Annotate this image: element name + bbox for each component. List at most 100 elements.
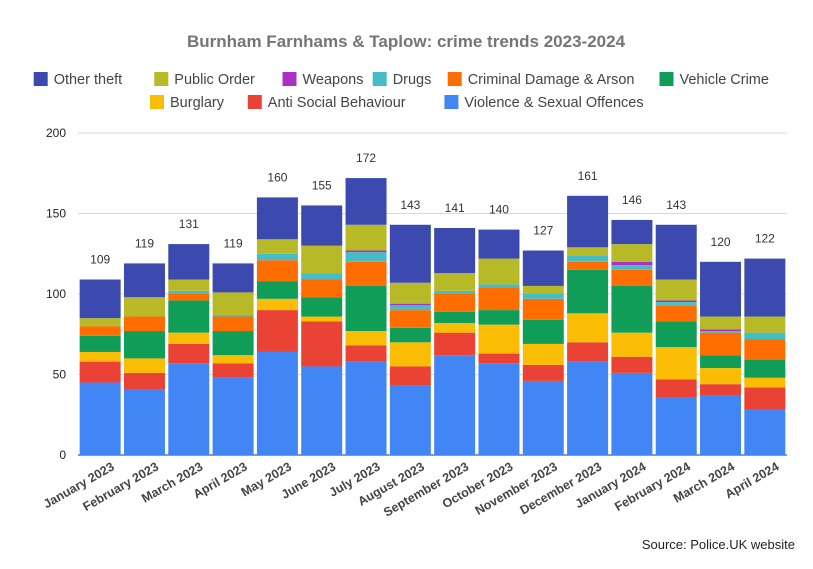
bar-segment-other-theft bbox=[611, 219, 653, 245]
bar-segment-anti-social-behaviour bbox=[522, 364, 564, 381]
bar-segment-burglary bbox=[256, 298, 298, 311]
y-tick-label: 100 bbox=[46, 287, 66, 301]
bar-stack-july-2023 bbox=[345, 178, 387, 455]
bar-segment-public-order bbox=[655, 279, 697, 301]
legend-item-criminal-damage-and-arson: Criminal Damage & Arson bbox=[447, 72, 635, 88]
bar-segment-burglary bbox=[478, 324, 520, 354]
bar-stack-january-2023 bbox=[79, 279, 121, 455]
bar-segment-other-theft bbox=[123, 263, 165, 298]
bar-segment-drugs bbox=[700, 331, 742, 333]
total-label: 119 bbox=[135, 236, 154, 250]
bar-segment-violence-and-sexual-offences bbox=[478, 363, 520, 455]
bar-segment-other-theft bbox=[212, 263, 254, 293]
bar-segment-vehicle-crime bbox=[522, 319, 564, 344]
bar-segment-vehicle-crime bbox=[655, 321, 697, 348]
bar-segment-criminal-damage-and-arson bbox=[700, 332, 742, 356]
bar-segment-burglary bbox=[567, 313, 609, 343]
total-label: 155 bbox=[312, 178, 332, 192]
bar-segment-vehicle-crime bbox=[700, 355, 742, 369]
bar-segment-burglary bbox=[345, 331, 387, 346]
bar-segment-drugs bbox=[168, 290, 210, 294]
bar-segment-criminal-damage-and-arson bbox=[168, 294, 210, 301]
bar-segment-violence-and-sexual-offences bbox=[212, 377, 254, 455]
bar-segment-other-theft bbox=[478, 229, 520, 259]
bar-segment-criminal-damage-and-arson bbox=[567, 261, 609, 270]
bar-segment-anti-social-behaviour bbox=[345, 345, 387, 362]
total-label: 140 bbox=[489, 203, 509, 217]
legend-label: Burglary bbox=[170, 95, 225, 111]
bar-stack-february-2024 bbox=[655, 224, 697, 455]
bar-segment-anti-social-behaviour bbox=[744, 387, 786, 410]
bar-segment-other-theft bbox=[345, 178, 387, 225]
bar-stack-april-2023 bbox=[212, 263, 254, 455]
total-label: 161 bbox=[578, 169, 598, 183]
bar-segment-violence-and-sexual-offences bbox=[700, 395, 742, 455]
legend-label: Weapons bbox=[303, 72, 364, 88]
bar-segment-drugs bbox=[434, 290, 476, 294]
bar-stack-january-2024 bbox=[611, 219, 653, 455]
bar-segment-burglary bbox=[123, 358, 165, 373]
bar-segment-public-order bbox=[79, 318, 121, 327]
bar-segment-other-theft bbox=[567, 195, 609, 248]
bar-segment-anti-social-behaviour bbox=[567, 342, 609, 362]
legend-swatch bbox=[247, 95, 262, 109]
total-label: 122 bbox=[755, 232, 775, 246]
bar-segment-other-theft bbox=[79, 279, 121, 319]
legend-item-burglary: Burglary bbox=[150, 95, 225, 111]
legend-swatch bbox=[282, 72, 297, 86]
bar-segment-criminal-damage-and-arson bbox=[522, 298, 564, 320]
legend-label: Violence & Sexual Offences bbox=[464, 95, 643, 111]
bar-stack-march-2024 bbox=[700, 261, 742, 455]
total-label: 172 bbox=[356, 151, 376, 165]
legend-item-vehicle-crime: Vehicle Crime bbox=[659, 72, 769, 88]
total-label: 131 bbox=[179, 217, 199, 231]
total-label: 143 bbox=[666, 198, 686, 212]
legend-swatch bbox=[33, 72, 48, 86]
bar-segment-public-order bbox=[168, 279, 210, 291]
legend-swatch bbox=[444, 95, 459, 109]
bar-segment-violence-and-sexual-offences bbox=[79, 382, 121, 455]
bar-segment-violence-and-sexual-offences bbox=[522, 380, 564, 455]
bar-segment-public-order bbox=[301, 245, 343, 274]
legend-label: Vehicle Crime bbox=[680, 72, 769, 88]
bar-segment-violence-and-sexual-offences bbox=[256, 351, 298, 455]
bar-segment-public-order bbox=[212, 292, 254, 315]
bar-segment-criminal-damage-and-arson bbox=[301, 279, 343, 298]
bar-segment-anti-social-behaviour bbox=[611, 356, 653, 373]
bar-segment-anti-social-behaviour bbox=[123, 372, 165, 389]
y-tick-label: 150 bbox=[46, 207, 66, 221]
bar-segment-anti-social-behaviour bbox=[212, 363, 254, 378]
bar-segment-criminal-damage-and-arson bbox=[478, 287, 520, 311]
legend-swatch bbox=[659, 72, 674, 86]
bar-segment-burglary bbox=[168, 332, 210, 344]
bar-stack-april-2024 bbox=[744, 258, 786, 455]
bar-segment-violence-and-sexual-offences bbox=[389, 385, 431, 455]
y-axis: 0 50 100 150 200 bbox=[46, 126, 66, 462]
source-note: Source: Police.UK website bbox=[642, 537, 795, 552]
bar-segment-vehicle-crime bbox=[345, 285, 387, 332]
bar-segment-anti-social-behaviour bbox=[655, 379, 697, 398]
bar-segment-criminal-damage-and-arson bbox=[434, 294, 476, 312]
bar-segment-vehicle-crime bbox=[123, 331, 165, 359]
bar-segment-drugs bbox=[744, 332, 786, 340]
bar-segment-vehicle-crime bbox=[212, 331, 254, 356]
bar-segment-public-order bbox=[345, 224, 387, 251]
bar-stack-march-2023 bbox=[168, 244, 210, 455]
bar-segment-burglary bbox=[744, 377, 786, 388]
bar-segment-violence-and-sexual-offences bbox=[123, 388, 165, 455]
legend-label: Criminal Damage & Arson bbox=[468, 72, 635, 88]
bar-segment-burglary bbox=[79, 351, 121, 362]
bar-segment-anti-social-behaviour bbox=[434, 332, 476, 356]
bar-segment-other-theft bbox=[256, 197, 298, 240]
bar-segment-weapons bbox=[655, 300, 697, 303]
bar-stack-may-2023 bbox=[256, 197, 298, 455]
legend-item-anti-social-behaviour: Anti Social Behaviour bbox=[247, 95, 406, 111]
bar-segment-anti-social-behaviour bbox=[700, 384, 742, 396]
bar-segment-violence-and-sexual-offences bbox=[567, 361, 609, 455]
bar-segment-vehicle-crime bbox=[389, 327, 431, 343]
bar-segment-burglary bbox=[655, 347, 697, 380]
bar-segment-public-order bbox=[389, 282, 431, 304]
